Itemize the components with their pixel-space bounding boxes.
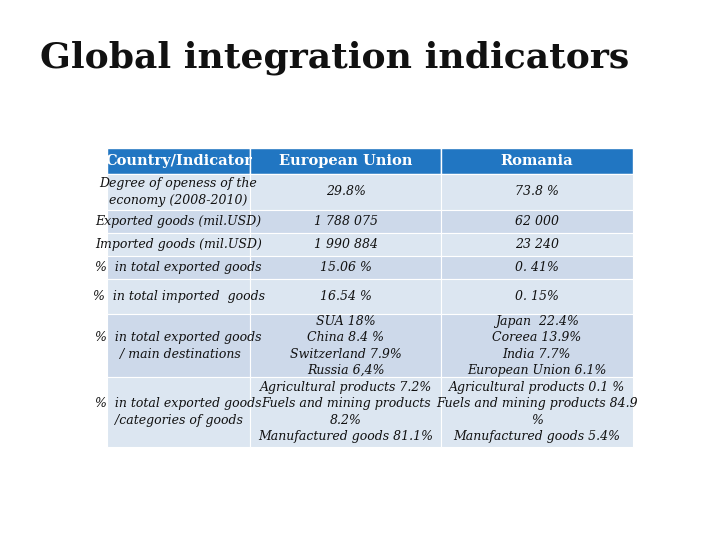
Bar bbox=[441, 233, 632, 256]
Text: 29.8%: 29.8% bbox=[325, 185, 366, 198]
Text: 15.06 %: 15.06 % bbox=[320, 261, 372, 274]
Bar bbox=[250, 148, 441, 174]
Bar bbox=[250, 377, 441, 447]
Bar bbox=[250, 314, 441, 377]
Text: 23 240: 23 240 bbox=[515, 238, 559, 251]
Text: 0. 41%: 0. 41% bbox=[515, 261, 559, 274]
Bar bbox=[441, 279, 632, 314]
Text: 1 990 884: 1 990 884 bbox=[314, 238, 377, 251]
Bar bbox=[107, 256, 250, 279]
Text: 16.54 %: 16.54 % bbox=[320, 290, 372, 303]
Text: 1 788 075: 1 788 075 bbox=[314, 214, 377, 228]
Text: Agricultural products 7.2%
Fuels and mining products
8.2%
Manufactured goods 81.: Agricultural products 7.2% Fuels and min… bbox=[258, 381, 433, 443]
Bar bbox=[250, 210, 441, 233]
Bar bbox=[441, 148, 632, 174]
Bar bbox=[107, 377, 250, 447]
Text: SUA 18%
China 8.4 %
Switzerland 7.9%
Russia 6,4%: SUA 18% China 8.4 % Switzerland 7.9% Rus… bbox=[289, 315, 402, 377]
Bar bbox=[107, 148, 250, 174]
Text: %  in total exported goods: % in total exported goods bbox=[95, 261, 262, 274]
Bar bbox=[107, 233, 250, 256]
Text: 62 000: 62 000 bbox=[515, 214, 559, 228]
Bar bbox=[107, 314, 250, 377]
Text: Global integration indicators: Global integration indicators bbox=[40, 40, 629, 75]
Bar bbox=[441, 210, 632, 233]
Text: Agricultural products 0.1 %
Fuels and mining products 84.9
%
Manufactured goods : Agricultural products 0.1 % Fuels and mi… bbox=[436, 381, 638, 443]
Text: 73.8 %: 73.8 % bbox=[515, 185, 559, 198]
Text: 0. 15%: 0. 15% bbox=[515, 290, 559, 303]
Bar bbox=[250, 174, 441, 210]
Bar bbox=[107, 174, 250, 210]
Bar bbox=[441, 314, 632, 377]
Text: Degree of openess of the
economy (2008-2010): Degree of openess of the economy (2008-2… bbox=[99, 177, 257, 207]
Bar bbox=[441, 256, 632, 279]
Bar bbox=[250, 233, 441, 256]
Bar bbox=[441, 174, 632, 210]
Text: Country/Indicator: Country/Indicator bbox=[105, 154, 252, 168]
Bar bbox=[250, 279, 441, 314]
Text: Imported goods (mil.USD): Imported goods (mil.USD) bbox=[95, 238, 262, 251]
Bar bbox=[107, 210, 250, 233]
Text: Exported goods (mil.USD): Exported goods (mil.USD) bbox=[96, 214, 261, 228]
Text: %  in total exported goods
/categories of goods: % in total exported goods /categories of… bbox=[95, 397, 262, 427]
Bar bbox=[250, 256, 441, 279]
Text: %  in total imported  goods: % in total imported goods bbox=[92, 290, 264, 303]
Text: Japan  22.4%
Coreea 13.9%
India 7.7%
European Union 6.1%: Japan 22.4% Coreea 13.9% India 7.7% Euro… bbox=[467, 315, 606, 377]
Bar bbox=[441, 377, 632, 447]
Text: European Union: European Union bbox=[279, 154, 413, 168]
Text: %  in total exported goods
 / main destinations: % in total exported goods / main destina… bbox=[95, 331, 262, 361]
Bar bbox=[107, 279, 250, 314]
Text: Romania: Romania bbox=[500, 154, 573, 168]
